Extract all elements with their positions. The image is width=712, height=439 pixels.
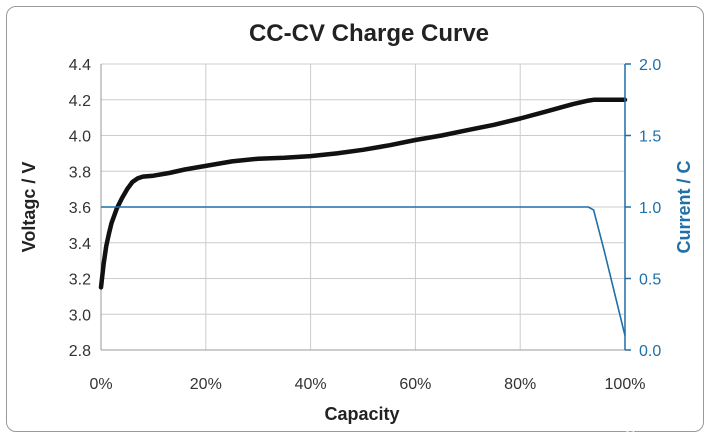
watermark: CSDN @JACK Star [584,419,699,434]
y-tick-label: 3.6 [69,200,91,217]
y2-tick-label: 0.5 [639,272,661,289]
x-tick-label: 60% [399,376,431,393]
x-axis-ticks: 0% 20% 40% 60% 80% 100% [89,376,645,393]
y2-tick-label: 2.0 [639,57,661,74]
chart-title: CC-CV Charge Curve [249,20,489,47]
x-tick-label: 20% [190,376,222,393]
y-tick-label: 3.4 [69,236,91,253]
voltage-series-line [98,97,628,290]
y-tick-label: 3.8 [69,164,91,181]
right-axis-ticks: 0.0 0.5 1.0 1.5 2.0 [624,57,661,360]
left-axis-ticks: 2.8 3.0 3.2 3.4 3.6 3.8 4.0 4.2 4.4 [69,57,91,360]
x-tick-label: 80% [504,376,536,393]
plot-area [98,97,628,336]
y-tick-label: 4.0 [69,129,91,146]
y-tick-label: 4.2 [69,93,91,110]
x-tick-label: 100% [605,376,646,393]
x-tick-label: 40% [295,376,327,393]
y2-tick-label: 1.0 [639,200,661,217]
y2-tick-label: 0.0 [639,343,661,360]
chart-frame [6,6,704,432]
y-tick-label: 4.4 [69,57,91,74]
y-axis-title: Voltagc / V [19,162,39,253]
y-tick-label: 3.0 [69,307,91,324]
y-tick-label: 3.2 [69,272,91,289]
x-axis-title: Capacity [324,404,399,424]
x-tick-label: 0% [89,376,112,393]
current-series-line [101,206,626,336]
y-tick-label: 2.8 [69,343,91,360]
y2-tick-label: 1.5 [639,129,661,146]
y2-axis-title: Current / C [674,160,694,253]
